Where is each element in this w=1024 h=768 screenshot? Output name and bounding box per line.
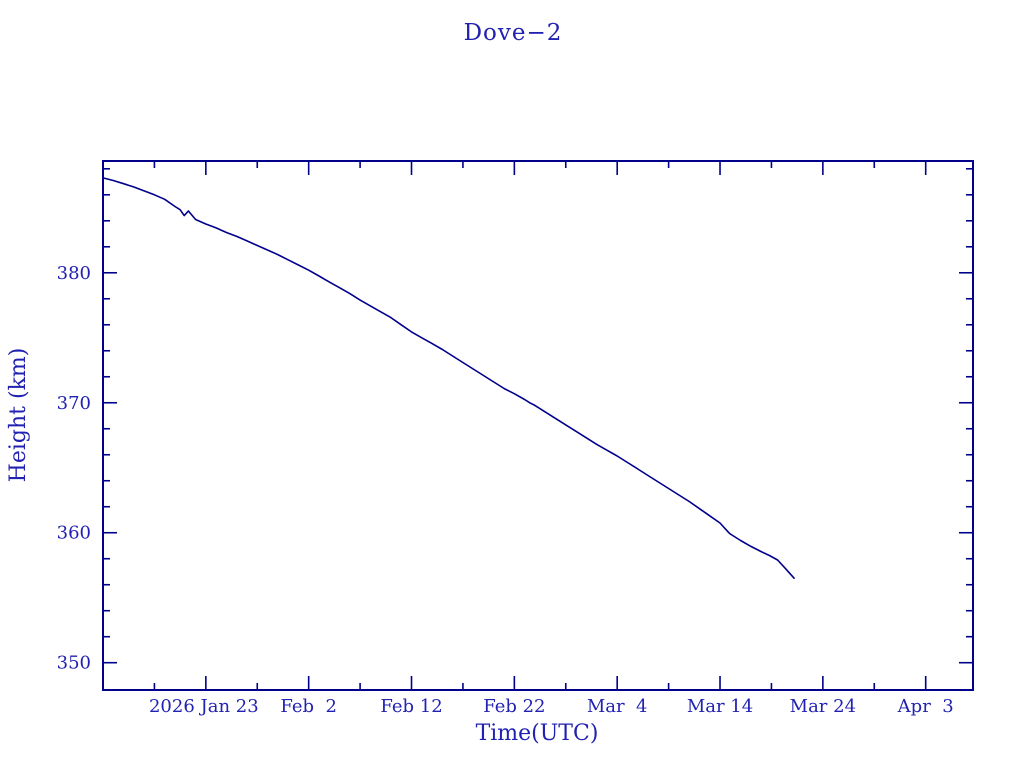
y-tick-label: 350 bbox=[57, 653, 91, 674]
y-axis-title: Height (km) bbox=[6, 348, 31, 483]
x-tick-label: Feb 2 bbox=[280, 696, 337, 717]
height-data-line bbox=[102, 177, 795, 580]
y-tick-label: 370 bbox=[57, 393, 91, 414]
x-tick-label: Mar 4 bbox=[587, 696, 648, 717]
x-tick-label: Mar 14 bbox=[687, 696, 753, 717]
x-axis-title: Time(UTC) bbox=[476, 721, 599, 746]
y-tick-label: 380 bbox=[57, 263, 91, 284]
y-tick-label: 360 bbox=[57, 523, 91, 544]
x-tick-label: Feb 22 bbox=[483, 696, 545, 717]
x-tick-label: Mar 24 bbox=[790, 696, 856, 717]
x-tick-label: Apr 3 bbox=[897, 696, 954, 717]
plot-border bbox=[102, 160, 974, 691]
x-tick-label: Feb 12 bbox=[380, 696, 442, 717]
chart-title: Dove−2 bbox=[464, 20, 563, 46]
x-tick-label: 2026 Jan 23 bbox=[149, 696, 259, 717]
plot-area: 2026 Jan 23 Feb 2 Feb 12 Feb 22 Mar 4 Mar 14 M… bbox=[57, 160, 974, 717]
